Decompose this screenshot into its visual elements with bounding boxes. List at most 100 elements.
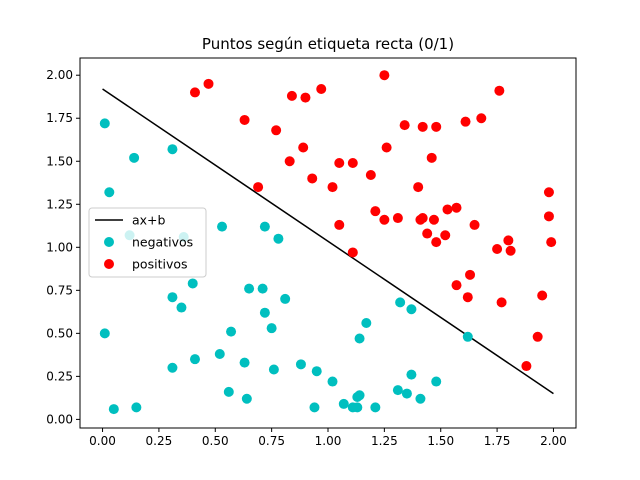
chart-title: Puntos según etiqueta recta (0/1) <box>202 35 454 53</box>
point-negativos <box>415 393 426 404</box>
point-negativos <box>108 404 119 415</box>
point-negativos <box>352 402 363 413</box>
point-negativos <box>273 233 284 244</box>
point-positivos <box>521 361 532 372</box>
point-negativos <box>217 221 228 232</box>
point-positivos <box>300 92 311 103</box>
point-positivos <box>532 331 543 342</box>
point-negativos <box>104 187 115 198</box>
point-positivos <box>334 219 345 230</box>
x-axis: 0.00 0.25 0.50 0.75 1.00 1.25 1.50 1.75 2.00 <box>89 428 567 448</box>
point-positivos <box>417 121 428 132</box>
point-positivos <box>286 90 297 101</box>
point-negativos <box>259 221 270 232</box>
point-positivos <box>399 120 410 131</box>
point-positivos <box>381 142 392 153</box>
legend-label-negativos: negativos <box>132 235 193 250</box>
point-positivos <box>298 142 309 153</box>
point-positivos <box>413 182 424 193</box>
point-negativos <box>406 369 417 380</box>
point-negativos <box>129 152 140 163</box>
point-positivos <box>505 245 516 256</box>
point-negativos <box>280 293 291 304</box>
point-positivos <box>492 244 503 255</box>
point-positivos <box>460 116 471 127</box>
point-positivos <box>431 121 442 132</box>
point-negativos <box>187 278 198 289</box>
x-tick-label: 1.25 <box>371 434 398 448</box>
point-positivos <box>379 70 390 81</box>
point-negativos <box>266 323 277 334</box>
point-positivos <box>465 269 476 280</box>
point-negativos <box>223 386 234 397</box>
y-tick-label: 0.50 <box>46 326 73 340</box>
x-tick-label: 0.00 <box>89 434 116 448</box>
x-tick-label: 0.50 <box>202 434 229 448</box>
point-positivos <box>428 214 439 225</box>
point-positivos <box>431 237 442 248</box>
point-negativos <box>99 328 110 339</box>
point-negativos <box>241 393 252 404</box>
point-positivos <box>253 182 264 193</box>
point-positivos <box>462 292 473 303</box>
point-positivos <box>316 83 327 94</box>
point-positivos <box>307 173 318 184</box>
point-negativos <box>406 304 417 315</box>
point-negativos <box>361 318 372 329</box>
point-negativos <box>167 362 178 373</box>
y-tick-label: 0.00 <box>46 412 73 426</box>
point-positivos <box>203 78 214 89</box>
point-positivos <box>451 202 462 213</box>
y-tick-label: 1.25 <box>46 197 73 211</box>
point-negativos <box>431 376 442 387</box>
point-positivos <box>440 230 451 241</box>
point-negativos <box>131 402 142 413</box>
point-negativos <box>189 354 200 365</box>
x-tick-label: 2.00 <box>540 434 567 448</box>
legend-marker-negativos <box>104 237 114 247</box>
point-positivos <box>442 204 453 215</box>
point-negativos <box>176 302 187 313</box>
point-negativos <box>395 297 406 308</box>
point-negativos <box>295 359 306 370</box>
x-tick-label: 1.50 <box>427 434 454 448</box>
point-negativos <box>226 326 237 337</box>
point-negativos <box>462 331 473 342</box>
point-negativos <box>214 349 225 359</box>
point-positivos <box>347 247 358 258</box>
point-negativos <box>167 292 178 303</box>
point-positivos <box>271 125 282 136</box>
x-tick-label: 1.75 <box>484 434 511 448</box>
point-positivos <box>451 280 462 291</box>
point-positivos <box>415 214 426 225</box>
legend-marker-positivos <box>104 259 114 269</box>
x-tick-label: 1.00 <box>315 434 342 448</box>
legend-label-line: ax+b <box>132 213 166 228</box>
point-negativos <box>327 376 338 387</box>
point-positivos <box>334 157 345 168</box>
point-negativos <box>99 118 110 129</box>
point-negativos <box>239 357 250 368</box>
y-tick-label: 2.00 <box>46 68 73 82</box>
point-positivos <box>422 228 433 239</box>
point-negativos <box>311 366 322 377</box>
point-negativos <box>338 398 349 409</box>
y-tick-label: 0.25 <box>46 369 73 383</box>
decision-line <box>102 88 554 395</box>
point-positivos <box>496 297 507 308</box>
point-negativos <box>259 307 270 318</box>
point-positivos <box>284 156 295 167</box>
point-negativos <box>392 385 403 396</box>
point-negativos <box>309 402 320 413</box>
point-negativos <box>167 144 178 155</box>
point-positivos <box>365 170 376 181</box>
point-negativos <box>354 390 365 401</box>
point-positivos <box>347 157 358 168</box>
point-positivos <box>546 237 557 248</box>
y-tick-label: 1.00 <box>46 240 73 254</box>
y-tick-label: 1.50 <box>46 154 73 168</box>
point-positivos <box>537 290 548 301</box>
point-positivos <box>327 182 338 193</box>
point-positivos <box>543 211 554 222</box>
